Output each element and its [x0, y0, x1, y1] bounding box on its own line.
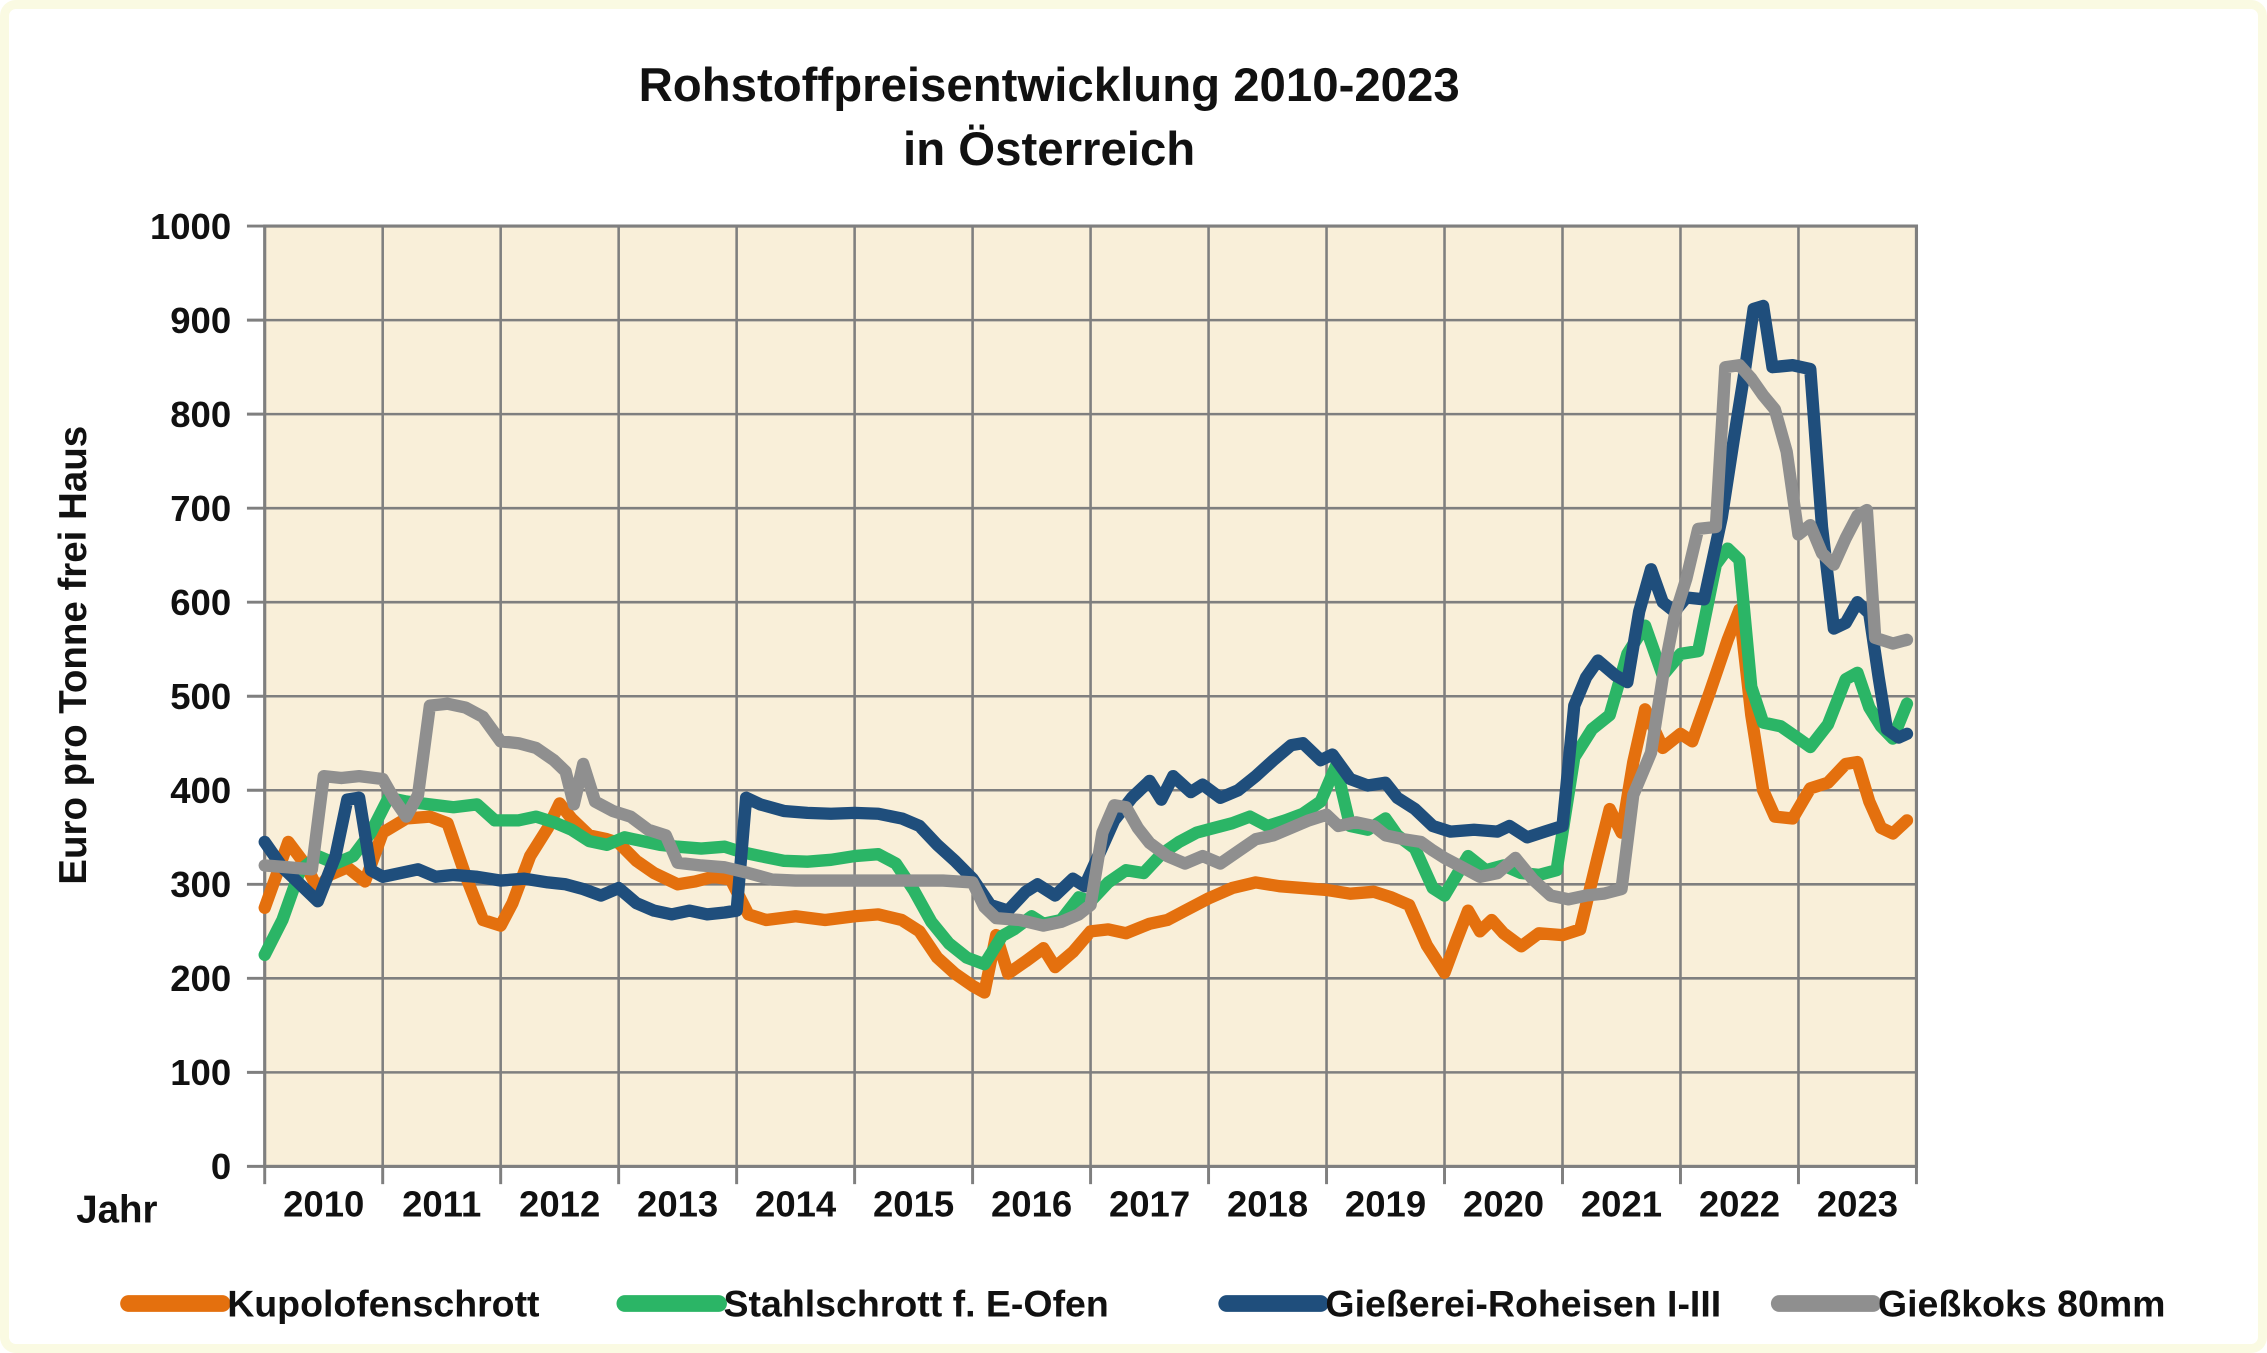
x-axis-title: Jahr	[76, 1189, 157, 1232]
series-lines	[258, 299, 1914, 999]
series-line-gie-erei-roheisen-i-iii	[258, 299, 1914, 921]
x-tick-label: 2020	[1463, 1184, 1544, 1225]
legend-label-4: Gießkoks 80mm	[1878, 1282, 2166, 1324]
y-tick-label: 500	[170, 676, 231, 717]
y-tick-label: 300	[170, 864, 231, 905]
x-tick-label: 2023	[1817, 1184, 1898, 1225]
y-tick-label: 0	[211, 1146, 231, 1187]
x-tick-label: 2017	[1109, 1184, 1190, 1225]
y-tick-label: 1000	[150, 206, 231, 247]
y-tick-label: 200	[170, 958, 231, 999]
series-line-kupolofenschrott	[258, 603, 1914, 999]
y-tick-label: 100	[170, 1052, 231, 1093]
y-tick-label: 800	[170, 394, 231, 435]
chart-title-line2: in Österreich	[903, 123, 1195, 176]
series-line-gie-koks-80mm	[258, 359, 1914, 932]
x-tick-labels: 2010 2011 2012 2013 2014 2015 2016 2017 2018 2019…	[283, 1184, 1898, 1225]
y-tick-label: 600	[170, 582, 231, 623]
x-tick-label: 2016	[991, 1184, 1072, 1225]
series-line-stahlschrott-f-e-ofen	[258, 542, 1914, 971]
x-tick-label: 2015	[873, 1184, 954, 1225]
legend: Kupolofenschrott Stahlschrott f. E-Ofen Gi…	[120, 1282, 2166, 1324]
x-tick-label: 2013	[637, 1184, 718, 1225]
axis-ticks	[246, 224, 1918, 1185]
x-tick-label: 2021	[1581, 1184, 1662, 1225]
y-tick-label: 400	[170, 770, 231, 811]
chart-title-line1: Rohstoffpreisentwicklung 2010-2023	[639, 59, 1460, 112]
x-tick-label: 2019	[1345, 1184, 1426, 1225]
y-tick-label: 900	[170, 300, 231, 341]
legend-label-3: Gießerei-Roheisen I-III	[1325, 1282, 1721, 1324]
legend-label-2: Stahlschrott f. E-Ofen	[724, 1282, 1109, 1324]
x-tick-label: 2018	[1227, 1184, 1308, 1225]
y-tick-label: 700	[170, 488, 231, 529]
y-tick-labels: 0 100 200 300 400 500 600 700 800 900 1000	[150, 206, 231, 1187]
x-tick-label: 2010	[283, 1184, 364, 1225]
x-tick-label: 2022	[1699, 1184, 1780, 1225]
x-tick-label: 2014	[755, 1184, 837, 1225]
x-tick-label: 2011	[402, 1184, 481, 1225]
y-axis-title: Euro pro Tonne frei Haus	[52, 426, 95, 885]
legend-label-1: Kupolofenschrott	[227, 1282, 540, 1324]
x-tick-label: 2012	[519, 1184, 600, 1225]
